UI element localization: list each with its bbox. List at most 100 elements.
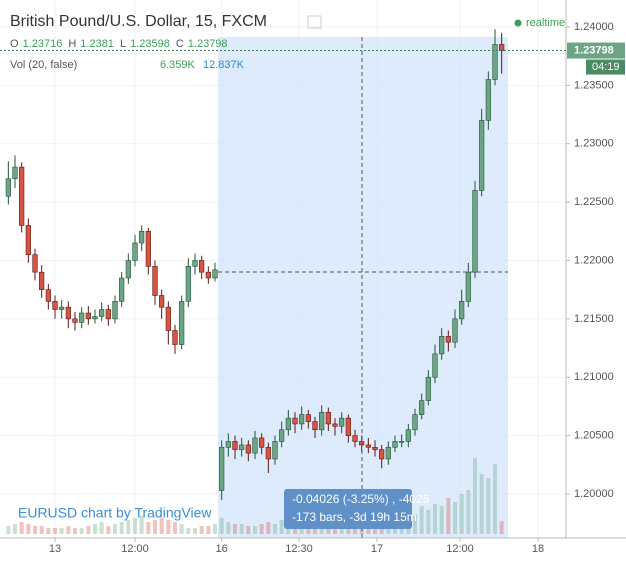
candle-body bbox=[459, 301, 465, 320]
candle-body bbox=[5, 178, 11, 197]
realtime-dot bbox=[514, 19, 522, 27]
settings-icon[interactable] bbox=[307, 15, 322, 29]
candle-body bbox=[165, 306, 171, 331]
candle-body bbox=[312, 421, 318, 431]
volume-bar bbox=[426, 510, 431, 534]
volume-bar bbox=[259, 524, 264, 534]
x-tick-label: 12:30 bbox=[285, 543, 313, 555]
volume-bar bbox=[253, 526, 257, 534]
candle-body bbox=[172, 330, 178, 345]
volume-bar bbox=[26, 524, 31, 534]
candle-body bbox=[412, 414, 418, 431]
ohlc-key: L bbox=[120, 38, 126, 50]
x-tick-label: 12:00 bbox=[446, 543, 474, 555]
y-tick-label: 1.20500 bbox=[574, 430, 614, 442]
y-tick-label: 1.22500 bbox=[574, 196, 614, 208]
candle-body bbox=[439, 336, 445, 355]
candle-body bbox=[72, 318, 78, 323]
candle-body bbox=[132, 242, 138, 261]
candle-body bbox=[272, 441, 278, 460]
volume-bar bbox=[239, 524, 244, 534]
candles bbox=[5, 29, 505, 500]
x-tick-label: 13 bbox=[49, 543, 61, 555]
volume-bar bbox=[419, 506, 424, 534]
candle-body bbox=[45, 289, 51, 302]
volume-bar bbox=[179, 524, 184, 534]
x-tick-label: 12:00 bbox=[121, 543, 149, 555]
volume-bar bbox=[246, 526, 251, 534]
candle-body bbox=[145, 230, 151, 267]
candle-body bbox=[19, 166, 25, 226]
axes: 1.20000 1.20500 1.21000 1.21500 1.22000 1.225… bbox=[49, 21, 614, 555]
ohlc-value: 1.2381 bbox=[80, 38, 114, 50]
volume-bar bbox=[459, 494, 464, 534]
candle-body bbox=[305, 414, 311, 422]
volume-bar bbox=[266, 522, 271, 534]
volume-bar bbox=[139, 516, 144, 534]
watermark[interactable]: EURUSD chart by TradingView bbox=[18, 505, 212, 521]
candle-body bbox=[339, 417, 345, 427]
candle-body bbox=[99, 309, 105, 317]
candle-body bbox=[59, 306, 65, 310]
candle-body bbox=[265, 446, 271, 460]
measure-box bbox=[284, 489, 412, 529]
ohlc-value: 1.23716 bbox=[23, 38, 63, 50]
chart-title: British Pound/U.S. Dollar, 15, FXCM bbox=[10, 13, 267, 30]
candle-body bbox=[239, 444, 245, 450]
candle-body bbox=[199, 260, 205, 273]
volume-bar bbox=[466, 490, 471, 534]
candle-body bbox=[385, 446, 391, 460]
volume-bar bbox=[146, 522, 151, 534]
y-tick-label: 1.24000 bbox=[574, 21, 614, 33]
volume-bar bbox=[46, 528, 51, 534]
volume-study: Vol (20, false) bbox=[10, 59, 77, 71]
candle-body bbox=[85, 312, 91, 320]
candle-body bbox=[279, 429, 285, 442]
volume-bar bbox=[39, 526, 44, 534]
volume-bar bbox=[99, 522, 104, 534]
volume-bar bbox=[59, 528, 64, 534]
candle-body bbox=[159, 295, 165, 308]
candle-body bbox=[105, 309, 111, 320]
volume-bar bbox=[133, 518, 137, 534]
candle-body bbox=[285, 417, 291, 431]
candle-body bbox=[499, 44, 505, 51]
candle-body bbox=[139, 230, 145, 244]
candle-body bbox=[292, 417, 298, 425]
volume-bar bbox=[73, 528, 77, 534]
volume-bar bbox=[53, 528, 57, 534]
volume-bar bbox=[273, 524, 277, 534]
volume-bar bbox=[373, 526, 377, 534]
candle-body bbox=[419, 400, 425, 415]
volume-bar bbox=[486, 478, 491, 534]
volume-bar bbox=[186, 528, 191, 534]
candle-body bbox=[299, 414, 305, 425]
ohlc-key: O bbox=[10, 38, 19, 50]
volume-bar bbox=[126, 520, 131, 534]
volume-bar bbox=[193, 528, 197, 534]
volume-bar bbox=[226, 522, 231, 534]
candle-body bbox=[259, 437, 265, 448]
last-price: 1.23798 04:19 bbox=[0, 42, 625, 75]
candle-body bbox=[185, 266, 191, 302]
volume-value: 6.359K bbox=[160, 59, 196, 71]
candle-body bbox=[345, 417, 351, 436]
candle-body bbox=[319, 411, 325, 431]
realtime-status: realtime bbox=[526, 17, 565, 29]
volume-bar bbox=[219, 518, 224, 534]
candle-body bbox=[492, 44, 498, 80]
candle-body bbox=[399, 441, 405, 443]
candle-body bbox=[452, 318, 458, 343]
candle-body bbox=[179, 301, 185, 345]
ohlc-key: C bbox=[176, 38, 184, 50]
volume-bar bbox=[479, 474, 484, 534]
candle-body bbox=[25, 225, 31, 255]
volume-bar bbox=[6, 526, 11, 534]
candle-body bbox=[379, 449, 385, 460]
volume-bar bbox=[453, 502, 457, 534]
candle-body bbox=[232, 441, 238, 450]
y-tick-label: 1.21500 bbox=[574, 313, 614, 325]
volume-bar bbox=[119, 522, 124, 534]
